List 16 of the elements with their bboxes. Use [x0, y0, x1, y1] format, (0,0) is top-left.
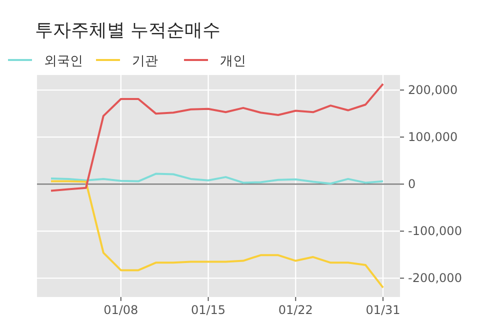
legend-label: 기관 — [132, 54, 158, 69]
y-tick-label: 200,000 — [408, 83, 458, 98]
chart-title: 투자주체별 누적순매수 — [35, 20, 221, 41]
line-series — [50, 172, 384, 185]
y-tick-label: -100,000 — [408, 224, 462, 238]
line-series — [50, 180, 384, 289]
line-series — [50, 82, 384, 192]
y-tick-label: 100,000 — [408, 130, 458, 144]
x-tick-label: 01/08 — [104, 303, 138, 317]
x-tick-label: 01/15 — [190, 303, 226, 317]
y-tick-label: 0 — [408, 177, 416, 192]
x-tick-label: 01/22 — [278, 303, 313, 317]
x-tick-label: 01/31 — [366, 303, 400, 317]
legend-label: 외국인 — [44, 54, 83, 69]
legend-label: 개인 — [220, 54, 246, 69]
y-tick-label: -200,000 — [408, 271, 462, 286]
